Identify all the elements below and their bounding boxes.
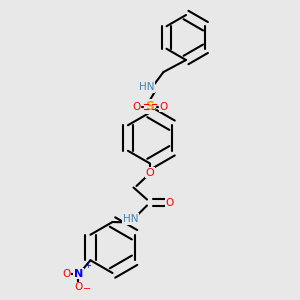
Text: O: O bbox=[165, 197, 174, 208]
Text: O: O bbox=[146, 167, 154, 178]
Text: −: − bbox=[82, 284, 91, 294]
Text: N: N bbox=[74, 269, 83, 279]
Text: HN: HN bbox=[123, 214, 138, 224]
Text: O: O bbox=[132, 101, 141, 112]
Text: +: + bbox=[84, 261, 91, 270]
Text: O: O bbox=[62, 269, 70, 279]
Text: HN: HN bbox=[139, 82, 155, 92]
Text: O: O bbox=[74, 282, 83, 292]
Text: O: O bbox=[159, 101, 168, 112]
Text: S: S bbox=[146, 100, 154, 113]
